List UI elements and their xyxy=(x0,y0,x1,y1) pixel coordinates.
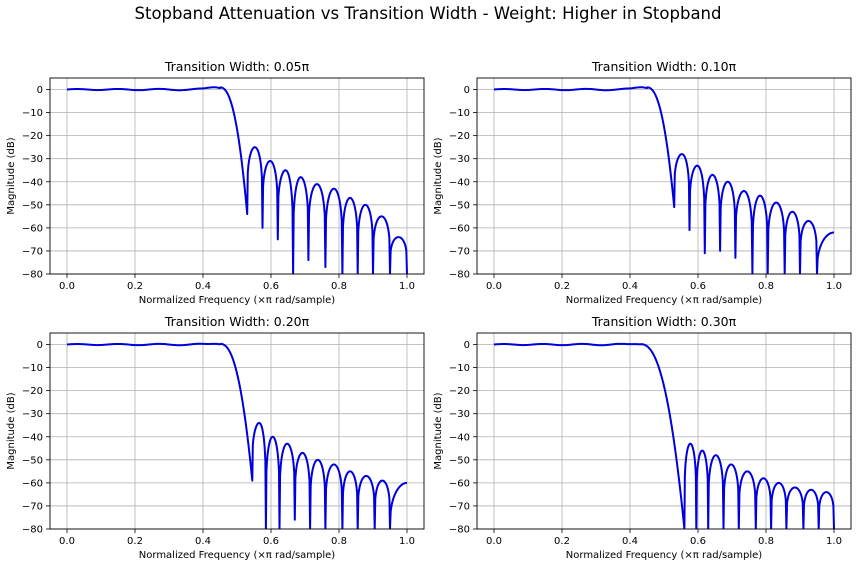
x-tick-label: 0.8 xyxy=(758,281,774,292)
y-tick-label: 0 xyxy=(464,340,470,351)
x-tick-label: 0.2 xyxy=(127,281,143,292)
plot-frame xyxy=(49,77,425,275)
y-tick-label: −20 xyxy=(449,131,470,142)
plot-frame xyxy=(476,332,852,530)
x-tick-label: 0.0 xyxy=(59,536,75,547)
y-axis-label: Magnitude (dB) xyxy=(6,137,17,214)
y-tick-label: −60 xyxy=(22,478,43,489)
y-tick-label: −10 xyxy=(449,363,470,374)
y-tick-label: −30 xyxy=(449,409,470,420)
x-axis-label: Normalized Frequency (×π rad/sample) xyxy=(139,550,336,561)
y-tick-label: −10 xyxy=(22,363,43,374)
magnitude-response-line xyxy=(493,86,835,274)
y-tick-label: −20 xyxy=(449,386,470,397)
x-tick-label: 0.0 xyxy=(486,536,502,547)
x-tick-label: 0.6 xyxy=(690,281,706,292)
x-axis-label: Normalized Frequency (×π rad/sample) xyxy=(566,550,763,561)
y-tick-label: −30 xyxy=(22,154,43,165)
y-axis-label: Magnitude (dB) xyxy=(433,137,444,214)
y-tick-label: −80 xyxy=(449,525,470,536)
x-tick-label: 1.0 xyxy=(826,536,842,547)
y-tick-label: −40 xyxy=(22,177,43,188)
subplot-title: Transition Width: 0.20π xyxy=(164,314,310,329)
y-tick-label: −30 xyxy=(22,409,43,420)
y-tick-label: −80 xyxy=(22,270,43,281)
y-tick-label: −70 xyxy=(22,501,43,512)
y-axis-label: Magnitude (dB) xyxy=(6,392,17,469)
y-tick-label: −80 xyxy=(22,525,43,536)
y-tick-label: 0 xyxy=(37,340,43,351)
y-axis-label: Magnitude (dB) xyxy=(433,392,444,469)
y-tick-label: −30 xyxy=(449,154,470,165)
x-tick-label: 0.4 xyxy=(622,281,638,292)
plot-frame xyxy=(49,332,425,530)
x-tick-label: 0.2 xyxy=(127,536,143,547)
x-tick-label: 0.0 xyxy=(59,281,75,292)
x-tick-label: 1.0 xyxy=(399,536,415,547)
x-axis-label: Normalized Frequency (×π rad/sample) xyxy=(566,295,763,306)
x-tick-label: 0.8 xyxy=(331,536,347,547)
x-tick-label: 0.6 xyxy=(690,536,706,547)
x-tick-label: 0.8 xyxy=(331,281,347,292)
y-tick-label: −40 xyxy=(449,432,470,443)
x-tick-label: 1.0 xyxy=(826,281,842,292)
magnitude-response-line xyxy=(66,86,408,274)
x-tick-label: 0.6 xyxy=(263,536,279,547)
y-tick-label: −70 xyxy=(22,246,43,257)
x-tick-label: 0.0 xyxy=(486,281,502,292)
x-tick-label: 0.4 xyxy=(622,536,638,547)
y-tick-label: −60 xyxy=(449,478,470,489)
x-axis-label: Normalized Frequency (×π rad/sample) xyxy=(139,295,336,306)
y-tick-label: −20 xyxy=(22,386,43,397)
figure-title: Stopband Attenuation vs Transition Width… xyxy=(134,4,722,23)
x-tick-label: 0.4 xyxy=(195,281,211,292)
y-tick-label: −40 xyxy=(449,177,470,188)
y-tick-label: 0 xyxy=(37,85,43,96)
subplot-title: Transition Width: 0.30π xyxy=(591,314,737,329)
y-tick-label: −40 xyxy=(22,432,43,443)
y-tick-label: −70 xyxy=(449,501,470,512)
subplot-title: Transition Width: 0.05π xyxy=(164,59,310,74)
y-tick-label: −80 xyxy=(449,270,470,281)
y-tick-label: −50 xyxy=(22,455,43,466)
y-tick-label: −20 xyxy=(22,131,43,142)
x-tick-label: 1.0 xyxy=(399,281,415,292)
y-tick-label: −10 xyxy=(22,108,43,119)
magnitude-response-line xyxy=(493,342,835,529)
subplot-title: Transition Width: 0.10π xyxy=(591,59,737,74)
x-tick-label: 0.6 xyxy=(263,281,279,292)
magnitude-response-line xyxy=(66,342,408,529)
x-tick-label: 0.2 xyxy=(554,281,570,292)
y-tick-label: −50 xyxy=(22,200,43,211)
y-tick-label: 0 xyxy=(464,85,470,96)
plot-frame xyxy=(476,77,852,275)
y-tick-label: −70 xyxy=(449,246,470,257)
y-tick-label: −60 xyxy=(449,223,470,234)
x-tick-label: 0.4 xyxy=(195,536,211,547)
y-tick-label: −10 xyxy=(449,108,470,119)
y-tick-label: −50 xyxy=(449,455,470,466)
x-tick-label: 0.2 xyxy=(554,536,570,547)
x-tick-label: 0.8 xyxy=(758,536,774,547)
y-tick-label: −50 xyxy=(449,200,470,211)
y-tick-label: −60 xyxy=(22,223,43,234)
